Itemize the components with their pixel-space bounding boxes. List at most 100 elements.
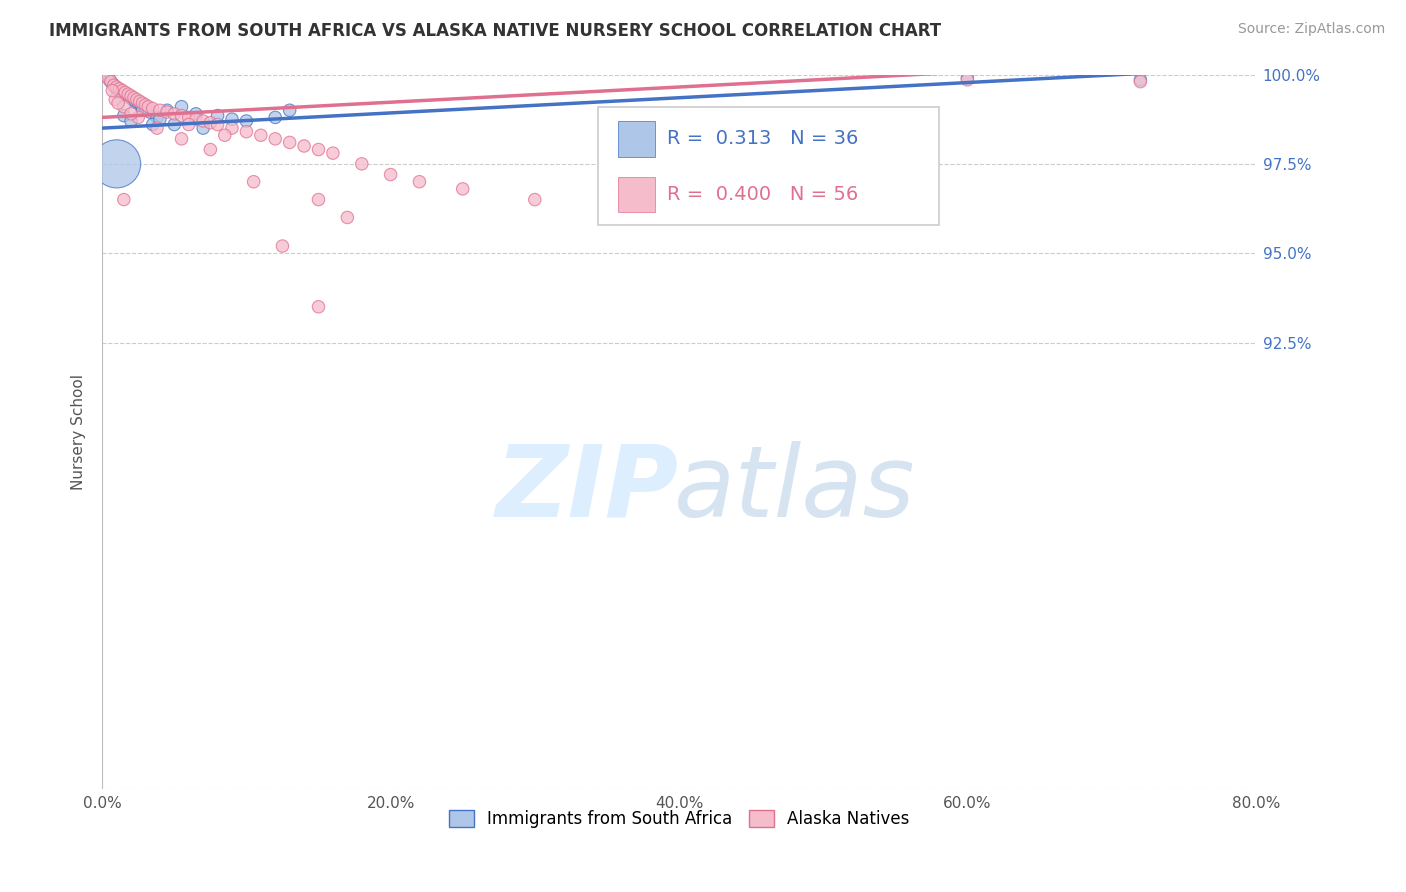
Point	[117, 87, 139, 102]
Point	[308, 193, 330, 207]
Point	[170, 109, 193, 123]
Point	[308, 143, 330, 157]
Point	[134, 98, 156, 112]
Point	[264, 132, 287, 146]
Point	[408, 175, 430, 189]
Legend: Immigrants from South Africa, Alaska Natives: Immigrants from South Africa, Alaska Nat…	[441, 803, 917, 835]
Bar	[617, 121, 655, 157]
Point	[131, 96, 153, 111]
Point	[120, 114, 142, 128]
Point	[112, 109, 135, 123]
Point	[336, 211, 359, 225]
Point	[184, 107, 207, 121]
Point	[115, 89, 138, 103]
Point	[308, 300, 330, 314]
Point	[101, 84, 124, 98]
Point	[380, 168, 402, 182]
Text: R =  0.400   N = 56: R = 0.400 N = 56	[668, 185, 859, 204]
Text: ZIP: ZIP	[495, 441, 678, 538]
Point	[207, 109, 229, 123]
Point	[278, 136, 301, 150]
Point	[124, 95, 146, 109]
Point	[156, 105, 179, 120]
Point	[103, 78, 125, 93]
Point	[235, 114, 257, 128]
Point	[149, 103, 172, 118]
Text: R =  0.313   N = 36: R = 0.313 N = 36	[668, 129, 859, 148]
Point	[100, 75, 122, 89]
Point	[139, 105, 162, 120]
Point	[121, 93, 143, 107]
Point	[127, 96, 149, 111]
Point	[101, 77, 124, 91]
Point	[163, 118, 186, 132]
Point	[103, 78, 125, 93]
Point	[322, 146, 344, 161]
Text: atlas: atlas	[673, 441, 915, 538]
Point	[131, 103, 153, 118]
Point	[108, 84, 131, 98]
Text: Source: ZipAtlas.com: Source: ZipAtlas.com	[1237, 22, 1385, 37]
Point	[107, 96, 129, 111]
Point	[129, 98, 152, 112]
Point	[138, 100, 160, 114]
Point	[100, 75, 122, 89]
Point	[1129, 73, 1152, 87]
Point	[110, 86, 132, 100]
Point	[104, 93, 127, 107]
Point	[242, 175, 264, 189]
Point	[214, 128, 236, 143]
Point	[170, 132, 193, 146]
Point	[120, 89, 142, 103]
Point	[278, 103, 301, 118]
Point	[105, 82, 128, 96]
Point	[146, 111, 169, 125]
Point	[191, 114, 214, 128]
Point	[107, 84, 129, 98]
Point	[956, 71, 979, 86]
Text: IMMIGRANTS FROM SOUTH AFRICA VS ALASKA NATIVE NURSERY SCHOOL CORRELATION CHART: IMMIGRANTS FROM SOUTH AFRICA VS ALASKA N…	[49, 22, 942, 40]
Point	[221, 112, 243, 127]
Point	[127, 111, 149, 125]
Point	[105, 80, 128, 95]
Point	[112, 87, 135, 102]
Point	[163, 107, 186, 121]
Point	[271, 239, 294, 253]
Point	[523, 193, 546, 207]
Point	[128, 95, 150, 109]
Point	[114, 86, 136, 100]
Point	[112, 100, 135, 114]
Point	[122, 91, 145, 105]
Point	[108, 82, 131, 96]
Point	[149, 112, 172, 127]
Point	[134, 102, 156, 116]
Point	[264, 111, 287, 125]
Point	[142, 118, 165, 132]
Point	[451, 182, 474, 196]
Point	[200, 116, 222, 130]
Point	[221, 121, 243, 136]
Point	[142, 102, 165, 116]
Point	[207, 118, 229, 132]
Point	[956, 73, 979, 87]
Point	[104, 80, 127, 95]
Point	[98, 73, 121, 87]
Point	[250, 128, 273, 143]
Point	[1129, 75, 1152, 89]
Point	[235, 125, 257, 139]
Point	[120, 107, 142, 121]
Point	[111, 84, 134, 98]
Point	[191, 121, 214, 136]
Point	[200, 143, 222, 157]
Point	[596, 203, 619, 218]
Point	[170, 100, 193, 114]
Point	[97, 71, 120, 86]
Point	[105, 157, 128, 171]
Point	[350, 157, 373, 171]
Y-axis label: Nursery School: Nursery School	[72, 374, 86, 490]
Point	[118, 91, 141, 105]
Point	[156, 103, 179, 118]
Point	[125, 93, 148, 107]
FancyBboxPatch shape	[598, 107, 939, 225]
Point	[177, 118, 200, 132]
